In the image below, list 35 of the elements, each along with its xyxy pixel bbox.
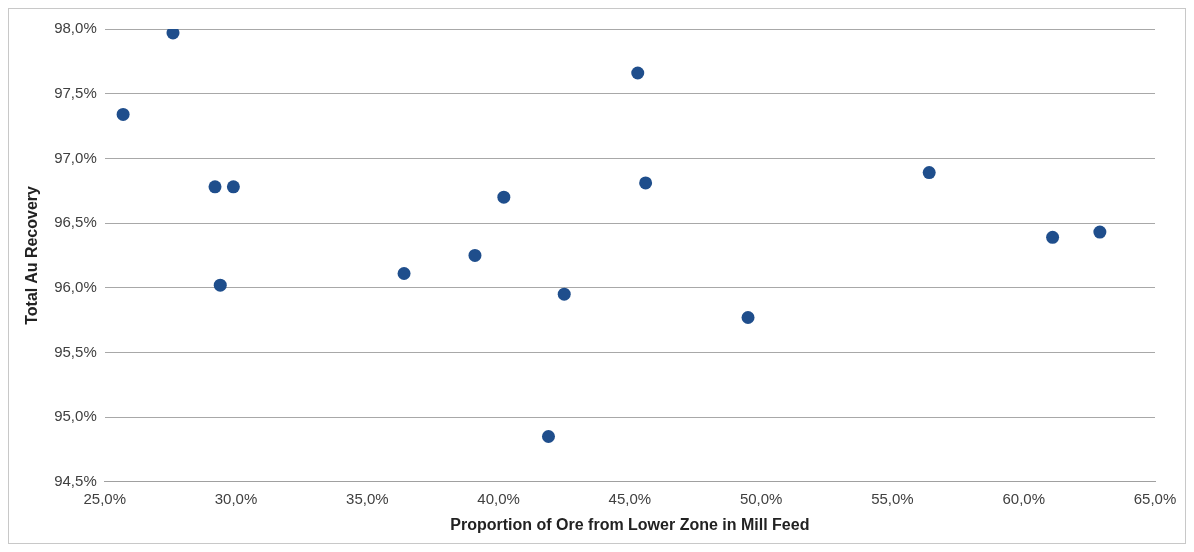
point xyxy=(631,66,645,80)
point xyxy=(397,267,411,281)
x-tick-label: 35,0% xyxy=(346,489,389,507)
point xyxy=(922,166,936,180)
point xyxy=(497,190,511,204)
point xyxy=(208,180,222,194)
point xyxy=(541,430,555,444)
y-tick-label: 94,5% xyxy=(54,471,97,489)
y-tick-label: 97,0% xyxy=(54,148,97,166)
y-tick-label: 97,5% xyxy=(54,83,97,101)
point xyxy=(1046,230,1060,244)
y-tick-label: 95,5% xyxy=(54,342,97,360)
y-tick-label: 96,0% xyxy=(54,277,97,295)
point xyxy=(741,311,755,324)
point xyxy=(557,287,571,301)
x-tick-label: 55,0% xyxy=(871,489,914,507)
x-tick-label: 45,0% xyxy=(608,489,652,507)
y-tick-label: 96,5% xyxy=(54,213,97,231)
point xyxy=(213,278,227,292)
y-axis-title: Total Au Recovery xyxy=(23,185,41,325)
point xyxy=(116,107,130,121)
point xyxy=(226,180,240,194)
x-tick-label: 25,0% xyxy=(83,489,127,507)
x-tick-label: 30,0% xyxy=(214,489,258,507)
point xyxy=(639,176,653,190)
x-tick-label: 50,0% xyxy=(739,489,783,507)
x-tick-label: 65,0% xyxy=(1133,489,1177,507)
point xyxy=(468,248,482,262)
point xyxy=(166,29,180,40)
x-axis-title: Proportion of Ore from Lower Zone in Mill Feed xyxy=(450,515,810,533)
y-tick-label: 95,0% xyxy=(54,407,97,425)
x-tick-label: 40,0% xyxy=(477,489,520,507)
point xyxy=(1093,225,1107,239)
x-tick-label: 60,0% xyxy=(1002,489,1045,507)
y-tick-label: 98,0% xyxy=(54,19,97,37)
